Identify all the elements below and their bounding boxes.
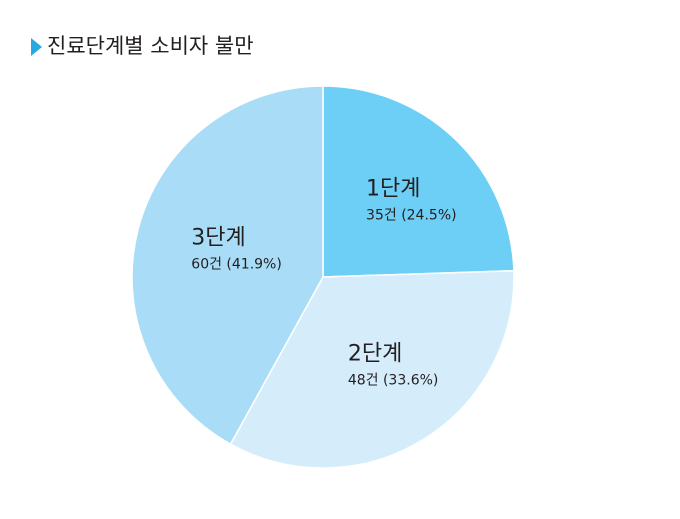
slice-label: 2단계: [348, 342, 402, 367]
pie-slice: [322, 85, 515, 278]
slice-value-label: 48건 (33.6%): [348, 373, 439, 389]
chart-title: 진료단계별 소비자 불만: [47, 34, 254, 58]
slice-value-label: 35건 (24.5%): [366, 208, 457, 224]
slice-label: 1단계: [366, 177, 420, 202]
title-marker: [31, 38, 42, 56]
slice-value-label: 60건 (41.9%): [191, 257, 282, 273]
pie-slice: [131, 85, 324, 446]
pie-slice: [229, 269, 515, 469]
slice-label: 3단계: [191, 226, 245, 251]
